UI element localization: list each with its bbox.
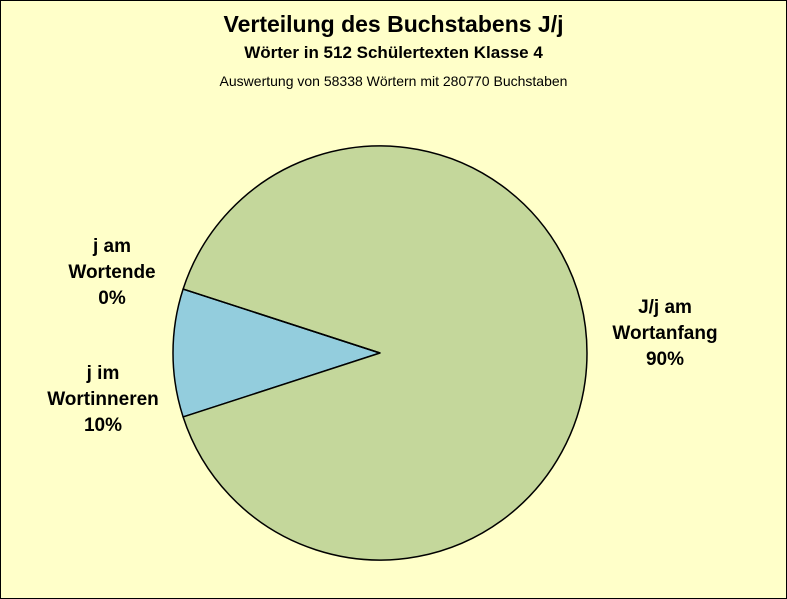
- slice-label-line: j im: [86, 363, 120, 384]
- slice-label-line: J/j am: [638, 297, 692, 318]
- slice-label-line: 0%: [98, 288, 126, 309]
- pie-slice-0: [182, 145, 588, 561]
- pie-slice-1: [172, 288, 381, 418]
- slice-label-line: Wortende: [68, 262, 156, 283]
- slice-label-line: 90%: [645, 349, 685, 370]
- slice-label-line: Wortanfang: [612, 323, 718, 344]
- slice-label-wortanfang: J/j am Wortanfang 90%: [590, 295, 740, 373]
- slice-label-line: j am: [92, 236, 132, 257]
- pie-slice-2: [182, 288, 381, 354]
- chart-note: Auswertung von 58338 Wörtern mit 280770 …: [219, 73, 568, 89]
- chart-title: Verteilung des Buchstabens J/j: [223, 11, 564, 37]
- slice-label-wortinneren: j im Wortinneren 10%: [28, 361, 178, 439]
- chart-subtitle: Wörter in 512 Schülertexten Klasse 4: [244, 43, 543, 62]
- slice-label-line: Wortinneren: [47, 389, 159, 410]
- slice-label-wortende: j am Wortende 0%: [37, 234, 187, 312]
- slice-label-line: 10%: [83, 415, 123, 436]
